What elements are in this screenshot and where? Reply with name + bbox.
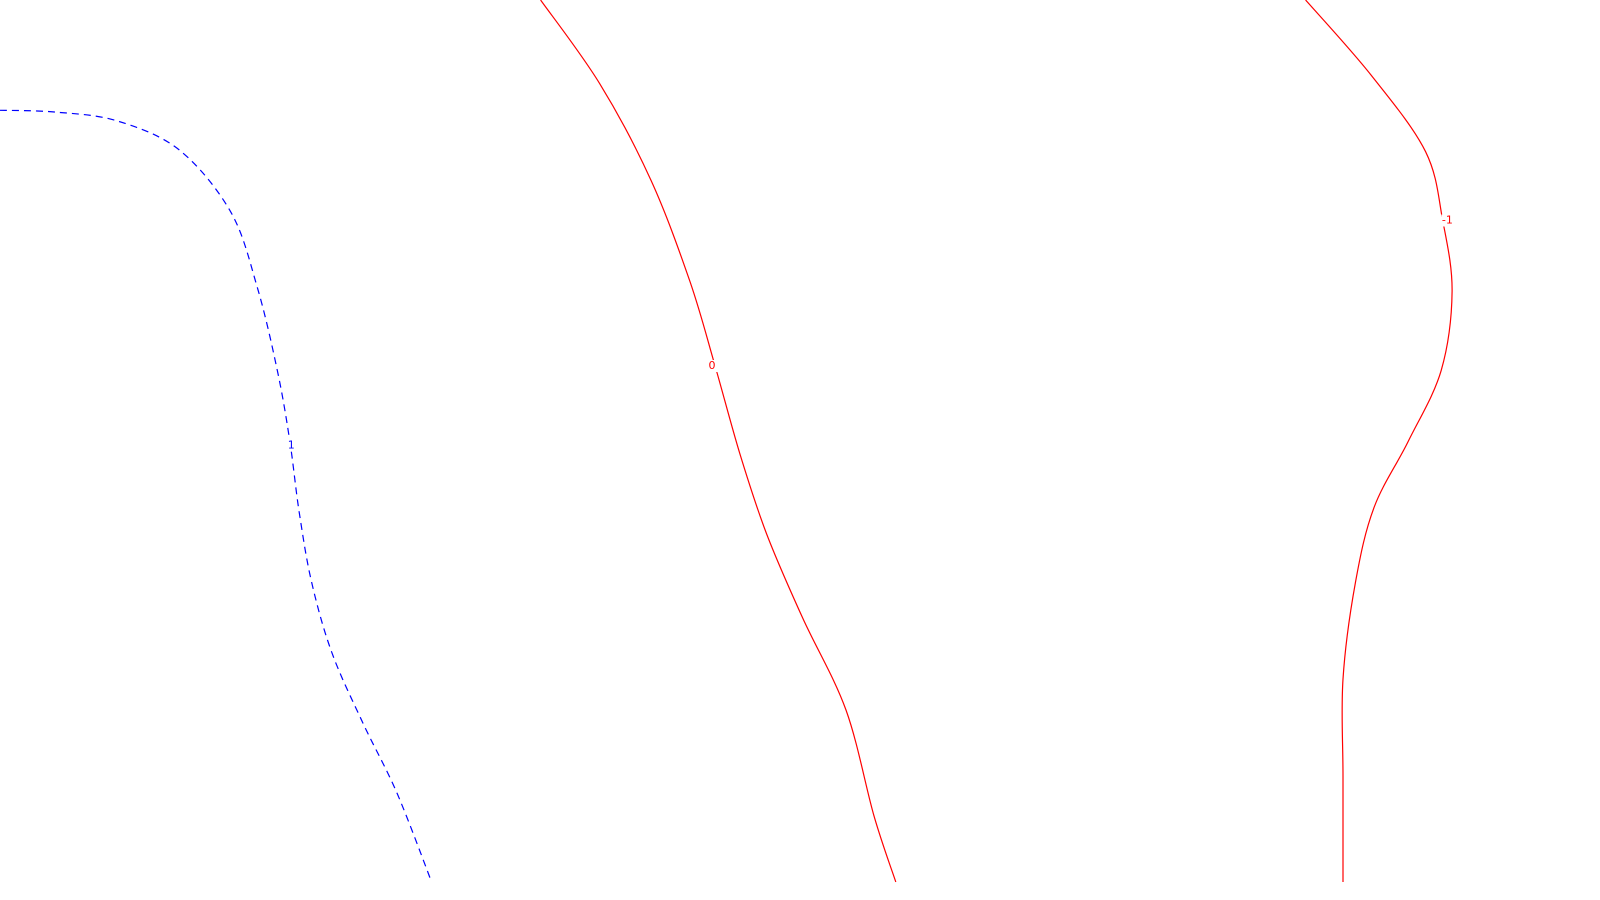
contour-label-level-1: 1 (288, 438, 295, 451)
contour-label-background (285, 439, 298, 452)
contour-label-background (1441, 214, 1454, 227)
contour-label-level-0: 0 (709, 359, 716, 372)
contour-line-level-1 (0, 109, 433, 883)
contour-line-level-neg1 (1305, 0, 1453, 882)
contour-label-background (706, 360, 718, 372)
contour-labels: 1 0 -1 (285, 214, 1454, 452)
contour-lines (0, 0, 1453, 883)
contour-line-level-0 (540, 0, 897, 883)
contour-label-level-neg1: -1 (1442, 214, 1453, 227)
